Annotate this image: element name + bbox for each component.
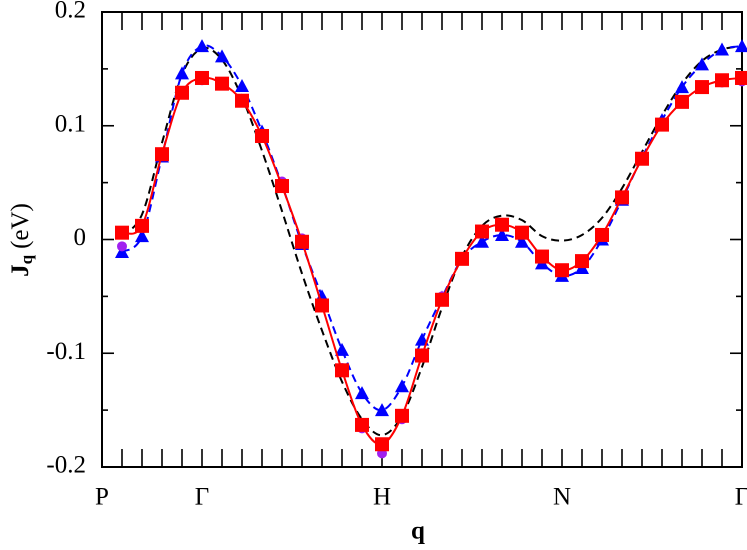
square-marker (355, 417, 369, 432)
y-tick-label: -0.2 (46, 452, 86, 479)
square-marker (395, 408, 409, 423)
x-tick-label: H (373, 484, 391, 511)
square-marker (495, 217, 509, 232)
square-marker (175, 85, 189, 100)
y-axis-label: Jq (eV) (7, 203, 36, 277)
square-marker (415, 348, 429, 363)
square-marker (475, 224, 489, 239)
series-line (121, 76, 743, 446)
square-marker (615, 190, 629, 205)
square-marker (595, 227, 609, 242)
square-marker (255, 128, 269, 143)
y-tick-label: -0.1 (46, 338, 86, 365)
triangle-marker (735, 39, 747, 53)
x-tick-label: N (553, 484, 571, 511)
triangle-marker (135, 229, 149, 243)
square-marker (135, 218, 149, 233)
triangle-marker (475, 234, 489, 248)
square-marker (635, 151, 649, 166)
square-marker (655, 117, 669, 132)
square-marker (335, 363, 349, 378)
square-marker (555, 263, 569, 278)
square-marker (435, 292, 449, 307)
square-marker (695, 80, 709, 95)
triangle-marker (235, 78, 249, 92)
series-line (121, 45, 743, 437)
x-tick-label: P (95, 484, 109, 511)
square-marker (515, 225, 529, 240)
square-marker (155, 147, 169, 162)
x-tick-label: Γ (195, 484, 209, 511)
x-axis-label: q (411, 518, 425, 545)
square-marker (315, 298, 329, 313)
triangle-marker (495, 227, 509, 241)
triangle-marker (715, 42, 729, 56)
triangle-marker (335, 342, 349, 356)
square-marker (455, 251, 469, 266)
triangle-marker (175, 66, 189, 80)
triangle-marker (515, 234, 529, 248)
y-label-main: J (7, 264, 34, 277)
square-marker (275, 179, 289, 194)
triangle-marker (695, 57, 709, 71)
triangle-marker (675, 80, 689, 94)
triangle-marker (195, 39, 209, 53)
y-label-sub: q (17, 254, 36, 264)
y-tick-label: 0 (74, 224, 87, 251)
x-tick-label: Γ (735, 484, 747, 511)
triangle-marker (395, 379, 409, 393)
square-marker (575, 254, 589, 269)
square-marker (215, 76, 229, 91)
circle-marker (117, 241, 127, 252)
triangle-marker (355, 386, 369, 400)
square-marker (195, 70, 209, 85)
series-line (121, 44, 743, 412)
y-label-unit: (eV) (7, 203, 34, 249)
square-marker (715, 73, 729, 88)
square-marker (295, 234, 309, 249)
square-marker (235, 93, 249, 108)
triangle-marker (215, 49, 229, 63)
triangle-marker (115, 245, 129, 259)
square-marker (735, 70, 747, 85)
square-marker (535, 249, 549, 264)
triangle-marker (375, 403, 389, 417)
square-marker (375, 437, 389, 452)
square-marker (115, 225, 129, 240)
y-tick-label: 0.2 (55, 0, 86, 24)
y-tick-label: 0.1 (55, 110, 86, 137)
square-marker (675, 94, 689, 109)
